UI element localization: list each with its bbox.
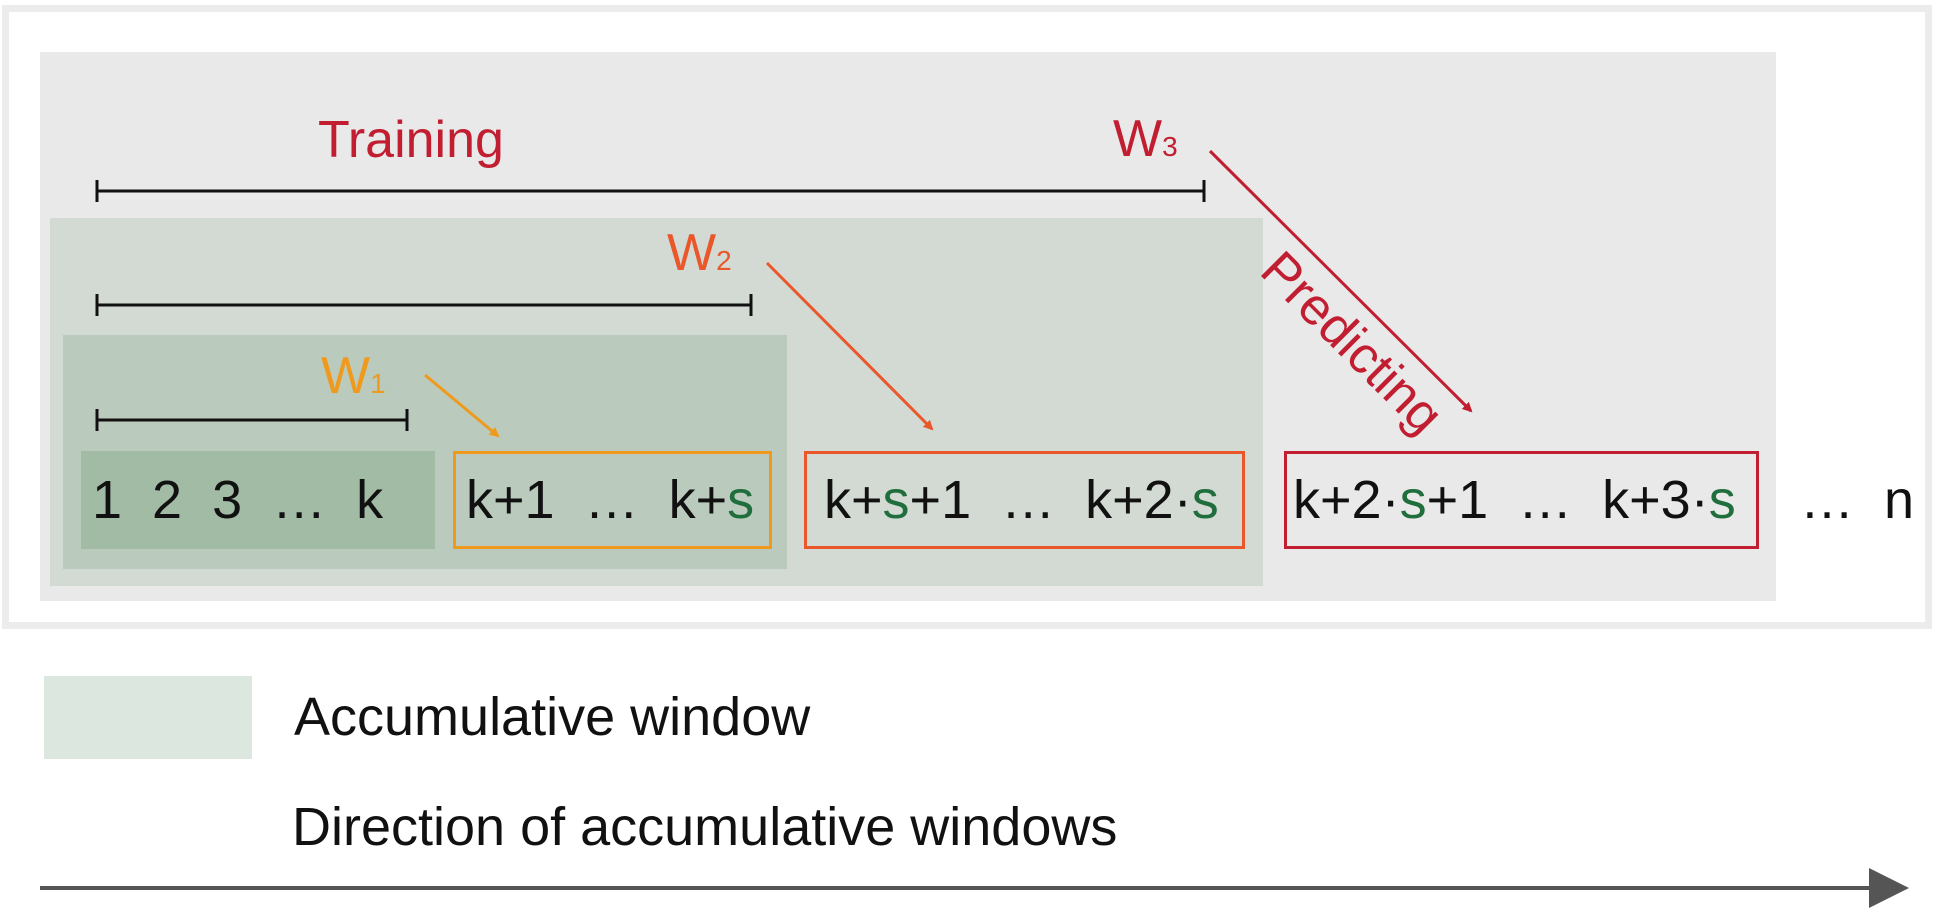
diagram-frame [2, 5, 1932, 629]
legend-accumulative-window: Accumulative window [294, 687, 811, 747]
sequence-block-2: k+s+1 … k+2·s [824, 470, 1219, 530]
predict-arrow-w3 [1208, 149, 1473, 413]
legend-swatch [44, 676, 252, 759]
legend-direction: Direction of accumulative windows [292, 797, 1118, 857]
prediction-block-3 [1284, 451, 1759, 549]
sequence-first-block: 1 2 3 … k [92, 470, 384, 530]
training-span-w3 [95, 180, 1206, 202]
sequence-tail: … n [1800, 470, 1915, 530]
training-label: Training [318, 111, 504, 169]
prediction-block-1 [453, 451, 772, 549]
predict-arrow-w1 [424, 373, 500, 438]
sequence-block-1: k+1 … k+s [466, 470, 755, 530]
window-label-w3: W3 [1113, 110, 1178, 168]
window-label-w1: W1 [321, 347, 386, 405]
window-label-w2: W2 [667, 224, 732, 282]
training-span-w1 [95, 409, 409, 431]
sequence-block-3: k+2·s+1 … k+3·s [1293, 470, 1736, 530]
initial-block [81, 451, 435, 549]
predict-arrow-w2 [765, 261, 934, 431]
training-span-w2 [95, 294, 753, 316]
prediction-block-2 [804, 451, 1245, 549]
